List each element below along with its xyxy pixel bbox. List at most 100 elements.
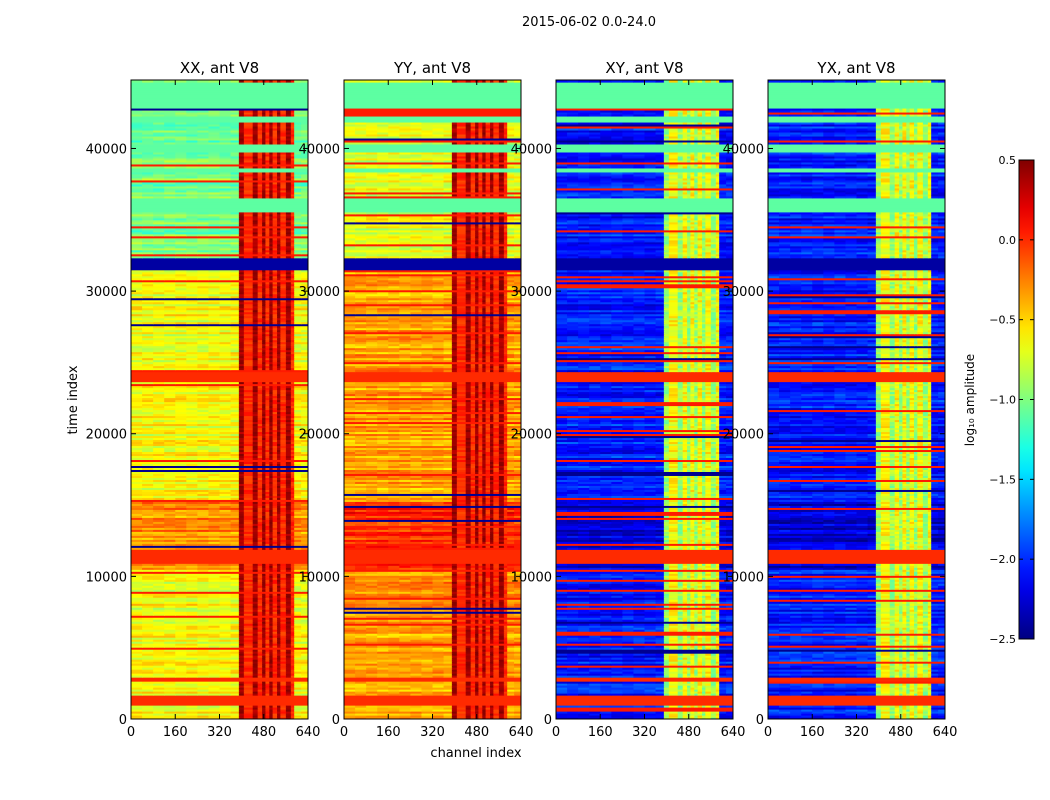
heatmap-cell bbox=[290, 291, 295, 295]
heatmap-cell bbox=[301, 249, 308, 253]
heatmap-cell bbox=[197, 575, 210, 578]
heatmap-cell bbox=[243, 249, 254, 253]
heatmap-cell bbox=[262, 667, 267, 670]
heatmap-cell bbox=[243, 645, 254, 648]
heatmap-cell bbox=[186, 497, 198, 500]
heatmap-cell bbox=[294, 671, 302, 674]
heatmap-cell bbox=[280, 537, 287, 540]
heatmap-cell bbox=[238, 533, 245, 536]
heatmap-cell bbox=[142, 423, 154, 427]
heatmap-cell bbox=[164, 717, 176, 719]
heatmap-cell bbox=[197, 613, 210, 616]
heatmap-cell bbox=[219, 331, 232, 335]
heatmap-cell bbox=[153, 353, 165, 357]
heatmap-cell bbox=[252, 399, 259, 403]
heatmap-cell bbox=[153, 321, 165, 325]
heatmap-cell bbox=[269, 691, 274, 694]
heatmap-cell bbox=[131, 501, 143, 504]
heatmap-cell bbox=[164, 503, 176, 506]
heatmap-cell bbox=[197, 431, 210, 435]
heatmap-cell bbox=[285, 629, 292, 632]
heatmap-cell bbox=[257, 335, 263, 339]
heatmap-cell bbox=[290, 449, 295, 453]
heatmap-cell bbox=[290, 313, 295, 317]
heatmap-cell bbox=[285, 585, 292, 588]
heatmap-cell bbox=[272, 569, 278, 572]
heatmap-cell bbox=[238, 309, 245, 313]
heatmap-cell bbox=[230, 343, 240, 347]
heatmap-cell bbox=[252, 705, 259, 708]
heatmap-cell bbox=[269, 271, 274, 275]
heatmap-cell bbox=[230, 473, 240, 476]
heatmap-cell bbox=[219, 491, 232, 494]
x-axis-label: channel index bbox=[430, 746, 521, 761]
heatmap-cell bbox=[230, 623, 240, 626]
heatmap-cell bbox=[208, 625, 221, 628]
heatmap-cell bbox=[142, 597, 154, 600]
heatmap-cell bbox=[301, 583, 308, 586]
heatmap-cell bbox=[272, 705, 278, 708]
heatmap-cell bbox=[252, 347, 259, 351]
heatmap-cell bbox=[197, 531, 210, 534]
heatmap-cell bbox=[186, 443, 198, 447]
heatmap-cell bbox=[142, 367, 154, 371]
heatmap-cell bbox=[294, 637, 302, 640]
heatmap-cell bbox=[230, 449, 240, 453]
heatmap-cell bbox=[294, 603, 302, 606]
heatmap-cell bbox=[238, 409, 245, 413]
heatmap-cell bbox=[175, 271, 187, 275]
heatmap-cell bbox=[186, 583, 198, 586]
heatmap-cell bbox=[153, 639, 165, 642]
heatmap-cell bbox=[142, 349, 154, 353]
heatmap-cell bbox=[208, 531, 221, 534]
heatmap-cell bbox=[186, 439, 198, 443]
heatmap-cell bbox=[277, 447, 281, 451]
heatmap-cell bbox=[197, 485, 210, 488]
heatmap-cell bbox=[265, 223, 270, 227]
heatmap-cell bbox=[243, 313, 254, 317]
heatmap-cell bbox=[272, 241, 278, 245]
heatmap-cell bbox=[153, 409, 165, 413]
heatmap-cell bbox=[153, 387, 165, 391]
heatmap-cell bbox=[243, 333, 254, 337]
heatmap-cell bbox=[269, 283, 274, 287]
heatmap-cell bbox=[301, 433, 308, 437]
heatmap-cell bbox=[219, 673, 232, 676]
heatmap-cell bbox=[175, 535, 187, 538]
heatmap-cell bbox=[294, 541, 302, 544]
heatmap-cell bbox=[265, 313, 270, 317]
heatmap-cell bbox=[153, 251, 165, 255]
heatmap-cell bbox=[219, 705, 232, 708]
heatmap-cell bbox=[230, 709, 240, 712]
heatmap-cell bbox=[153, 255, 165, 259]
heatmap-cell bbox=[175, 285, 187, 289]
heatmap-cell bbox=[164, 301, 176, 305]
heatmap-cell bbox=[257, 417, 263, 421]
heatmap-cell bbox=[186, 251, 198, 255]
heatmap-cell bbox=[294, 653, 302, 656]
heatmap-cell bbox=[285, 427, 292, 431]
heatmap-cell bbox=[186, 221, 198, 225]
heatmap-cell bbox=[230, 577, 240, 580]
heatmap-cells bbox=[131, 80, 308, 719]
heatmap-cell bbox=[197, 619, 210, 622]
heatmap-cell bbox=[272, 629, 278, 632]
heatmap-cell bbox=[262, 491, 267, 494]
heatmap-cell bbox=[265, 605, 270, 608]
heatmap-cell bbox=[272, 537, 278, 540]
heatmap-cell bbox=[243, 271, 254, 275]
heatmap-cell bbox=[238, 693, 245, 696]
heatmap-cell bbox=[197, 645, 210, 648]
heatmap-cell bbox=[252, 355, 259, 359]
heatmap-cell bbox=[265, 659, 270, 662]
heatmap-cell bbox=[186, 509, 198, 512]
heatmap-cell bbox=[280, 427, 287, 431]
heatmap-cell bbox=[208, 659, 221, 662]
heatmap-cell bbox=[243, 611, 254, 614]
heatmap-cell bbox=[164, 489, 176, 492]
heatmap-cell bbox=[230, 567, 240, 570]
heatmap-cell bbox=[252, 457, 259, 461]
heatmap-cell bbox=[175, 319, 187, 323]
heatmap-cell bbox=[277, 607, 281, 610]
heatmap-cell bbox=[142, 535, 154, 538]
